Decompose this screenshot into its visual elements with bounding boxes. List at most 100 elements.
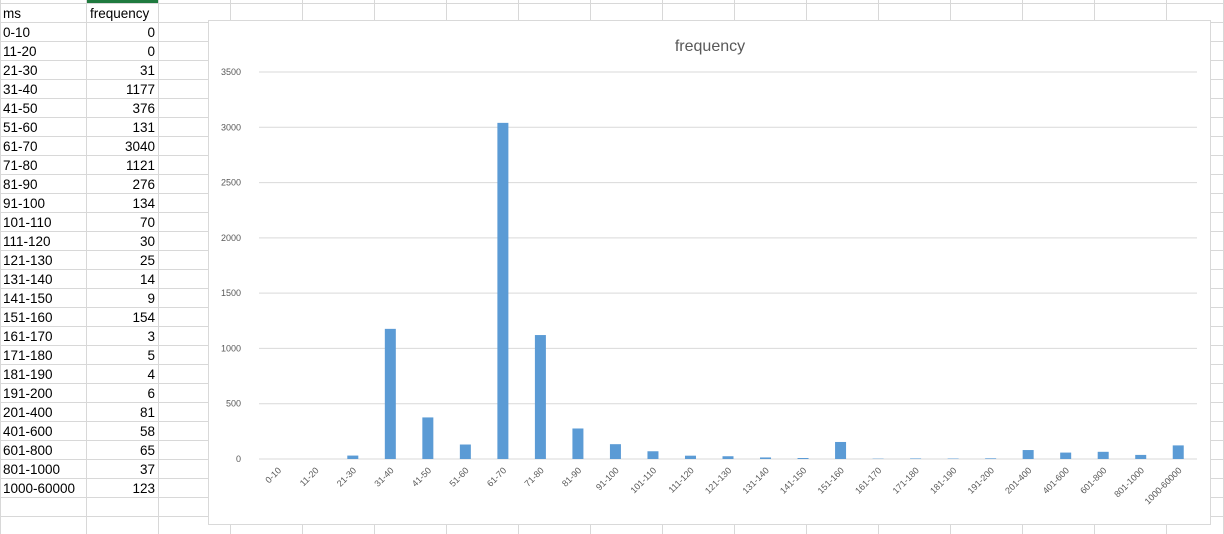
cell-frequency[interactable]: 81 — [139, 405, 155, 420]
cell-frequency[interactable]: 3040 — [124, 139, 155, 154]
cell-ms[interactable]: 601-800 — [3, 443, 53, 458]
x-tick-label: 91-100 — [594, 465, 621, 492]
cell-ms[interactable]: 81-90 — [3, 177, 38, 192]
bar[interactable] — [347, 455, 359, 459]
cell-frequency[interactable]: 276 — [132, 177, 155, 192]
cell-frequency[interactable]: 6 — [147, 386, 155, 401]
bar[interactable] — [1097, 451, 1109, 459]
cell-ms[interactable]: 11-20 — [3, 44, 37, 59]
x-tick-label: 181-190 — [928, 465, 958, 495]
cell-frequency[interactable]: 123 — [132, 481, 155, 496]
cell-ms[interactable]: 1000-60000 — [3, 481, 76, 496]
cell-ms[interactable]: 41-50 — [3, 101, 38, 116]
cell-frequency[interactable]: 3 — [147, 329, 155, 344]
bar[interactable] — [572, 428, 584, 459]
x-tick-label: 131-140 — [741, 465, 771, 495]
y-tick-label: 0 — [236, 454, 241, 464]
cell-frequency[interactable]: 0 — [147, 44, 155, 59]
bar[interactable] — [384, 328, 396, 459]
cell-frequency[interactable]: 4 — [147, 367, 155, 382]
cell-ms[interactable]: 401-600 — [3, 424, 53, 439]
chart-panel[interactable]: frequency 0 500 1000 1500 2000 2500 3000 3500 0… — [208, 20, 1211, 525]
bar[interactable] — [1060, 452, 1072, 459]
bar[interactable] — [422, 417, 434, 459]
cell-ms[interactable]: 71-80 — [3, 158, 38, 173]
selected-column-indicator — [87, 0, 158, 3]
bar[interactable] — [647, 451, 659, 459]
cell-ms[interactable]: 51-60 — [3, 120, 38, 135]
cell-ms[interactable]: 21-30 — [3, 63, 38, 78]
cell-frequency[interactable]: 25 — [139, 253, 155, 268]
x-tick-label: 801-1000 — [1112, 465, 1146, 499]
x-tick-label: 51-60 — [447, 465, 470, 488]
x-tick-label: 11-20 — [298, 465, 321, 488]
y-tick-label: 3500 — [221, 67, 241, 77]
y-tick-label: 1000 — [221, 343, 241, 353]
x-tick-label: 81-90 — [560, 465, 583, 488]
cell-ms[interactable]: 191-200 — [3, 386, 53, 401]
cell-frequency[interactable]: 154 — [132, 310, 155, 325]
x-tick-label: 141-150 — [778, 465, 808, 495]
cell-frequency[interactable]: 37 — [139, 462, 155, 477]
bar[interactable] — [797, 458, 809, 459]
bar[interactable] — [534, 335, 546, 459]
cell-ms[interactable]: 201-400 — [3, 405, 53, 420]
cell-frequency[interactable]: 70 — [139, 215, 155, 230]
bar[interactable] — [459, 444, 471, 459]
bar[interactable] — [910, 458, 922, 459]
bar[interactable] — [1135, 454, 1147, 459]
x-tick-label: 0-10 — [263, 465, 283, 485]
x-tick-label: 21-30 — [335, 465, 358, 488]
bar[interactable] — [684, 455, 696, 459]
bar[interactable] — [497, 122, 509, 459]
cell-ms[interactable]: 161-170 — [3, 329, 53, 344]
cell-frequency[interactable]: 31 — [139, 63, 155, 78]
cell-ms[interactable]: 171-180 — [3, 348, 53, 363]
bar[interactable] — [985, 458, 997, 459]
header-cell-ms[interactable]: ms — [3, 6, 21, 21]
cell-frequency[interactable]: 0 — [147, 25, 155, 40]
chart-title: frequency — [675, 38, 745, 55]
cell-ms[interactable]: 91-100 — [3, 196, 46, 211]
cell-frequency[interactable]: 376 — [132, 101, 155, 116]
cell-frequency[interactable]: 131 — [132, 120, 155, 135]
cell-ms[interactable]: 141-150 — [3, 291, 53, 306]
x-tick-label: 1000-60000 — [1143, 465, 1184, 506]
cell-ms[interactable]: 101-110 — [3, 215, 52, 230]
cell-frequency[interactable]: 9 — [147, 291, 155, 306]
x-tick-label: 151-160 — [816, 465, 846, 495]
cell-ms[interactable]: 121-130 — [3, 253, 53, 268]
cell-ms[interactable]: 801-1000 — [3, 462, 61, 477]
header-cell-frequency[interactable]: frequency — [90, 6, 150, 21]
x-tick-label: 121-130 — [703, 465, 733, 495]
cell-frequency[interactable]: 134 — [132, 196, 155, 211]
cell-frequency[interactable]: 30 — [139, 234, 155, 249]
cell-frequency[interactable]: 65 — [139, 443, 155, 458]
bar[interactable] — [1022, 450, 1034, 459]
cell-ms[interactable]: 151-160 — [3, 310, 53, 325]
x-tick-label: 41-50 — [410, 465, 433, 488]
cell-frequency[interactable]: 1121 — [125, 158, 155, 173]
cell-ms[interactable]: 61-70 — [3, 139, 38, 154]
cell-ms[interactable]: 31-40 — [3, 82, 38, 97]
cell-frequency[interactable]: 1177 — [125, 82, 155, 97]
cell-ms[interactable]: 131-140 — [3, 272, 53, 287]
y-tick-label: 500 — [226, 399, 241, 409]
cell-ms[interactable]: 0-10 — [3, 25, 31, 40]
cell-ms[interactable]: 111-120 — [3, 234, 51, 249]
bar[interactable] — [760, 457, 772, 459]
x-tick-label: 101-110 — [628, 465, 658, 495]
bar[interactable] — [1172, 445, 1184, 459]
cell-frequency[interactable]: 14 — [139, 272, 155, 287]
cell-ms[interactable]: 181-190 — [3, 367, 53, 382]
cell-frequency[interactable]: 58 — [139, 424, 155, 439]
cell-frequency[interactable]: 5 — [147, 348, 155, 363]
x-tick-label: 31-40 — [372, 465, 395, 488]
y-tick-label: 3000 — [221, 122, 241, 132]
bar[interactable] — [609, 444, 621, 459]
bar-chart: frequency 0 500 1000 1500 2000 2500 3000 3500 0… — [221, 38, 1197, 506]
bar[interactable] — [722, 456, 734, 459]
x-tick-label: 601-800 — [1078, 465, 1108, 495]
x-tick-label: 111-120 — [666, 465, 695, 494]
bar[interactable] — [835, 441, 847, 459]
